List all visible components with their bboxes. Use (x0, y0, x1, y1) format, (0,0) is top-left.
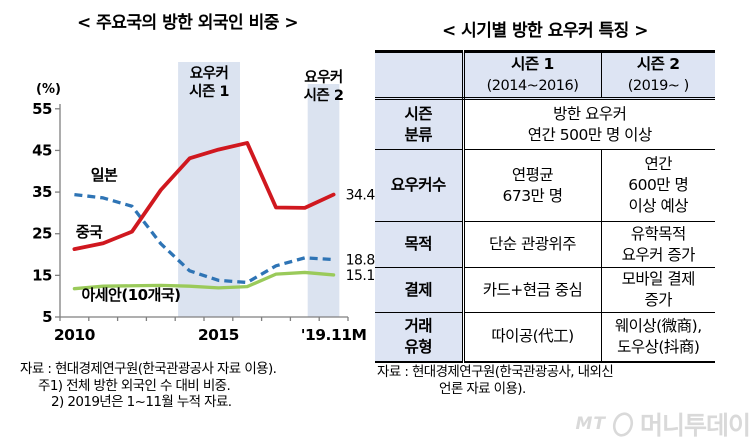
note2-line: 2) 2019년은 1~11월 누적 자료. (51, 394, 232, 410)
table-row: 시즌 분류 방한 요우커 연간 500만 명 이상 (375, 98, 715, 150)
svg-text:중국: 중국 (76, 223, 103, 241)
youker-characteristics-panel: < 시기별 방한 요우커 특징 > 시즌 1 (2014~2016) 시즌 2 (2… (375, 0, 754, 446)
svg-text:시즌 1: 시즌 1 (189, 83, 229, 100)
svg-text:요우커: 요우커 (304, 69, 343, 86)
table-title: < 시기별 방한 요우커 특징 > (442, 21, 648, 41)
mt-monogram: MT (575, 414, 606, 434)
svg-text:시즌 2: 시즌 2 (304, 87, 344, 104)
chart-title: < 주요국의 방한 외국인 비중 > (76, 13, 299, 33)
svg-text:2015: 2015 (198, 326, 239, 344)
moneytoday-wordmark: 머니투데이 (639, 411, 751, 440)
svg-text:34.4: 34.4 (346, 188, 375, 204)
source-note-line: 자료 : 현대경제연구원(한국관광공사, 내외신 (377, 364, 614, 380)
table-row: 요우커수 연평균 673만 명 연간 600만 명 이상 예상 (375, 149, 715, 222)
row-label-youker-count: 요우커수 (375, 149, 465, 222)
season1-header-cell: 시즌 1 (2014~2016) (463, 51, 602, 100)
row-label-season-class: 시즌 분류 (375, 98, 465, 150)
source-note-line: 언론 자료 이용). (439, 381, 526, 397)
youker-table: 시즌 1 (2014~2016) 시즌 2 (2019~ ) 시즌 분류 방한 요우… (375, 50, 715, 363)
svg-text:아세안(10개국): 아세안(10개국) (81, 286, 180, 304)
moneytoday-circle-icon (612, 411, 634, 437)
season2-header-cell: 시즌 2 (2019~ ) (601, 51, 715, 100)
svg-text:요우커: 요우커 (190, 65, 229, 82)
svg-text:15.1: 15.1 (346, 268, 375, 284)
table-corner-cell (375, 51, 465, 100)
source-note-line: 자료 : 현대경제연구원(한국관광공사 자료 이용). (20, 361, 277, 377)
trade-season1-value: 따이공(代工) (463, 312, 602, 362)
svg-text:일본: 일본 (91, 166, 118, 184)
svg-text:35: 35 (32, 183, 52, 201)
note1-line: 주1) 전체 방한 외국인 수 대비 비중. (38, 377, 231, 394)
foreign-visitor-share-panel: < 주요국의 방한 외국인 비중 > (%) 요우커 시즌 1 요우커 시즌 2 5 15… (0, 0, 375, 446)
row-label-trade-type: 거래 유형 (375, 312, 465, 362)
season-class-value: 방한 요우커 연간 500만 명 이상 (463, 98, 715, 150)
trade-season2-value: 웨이상(微商), 도우상(抖商) (614, 316, 702, 356)
count-season1-value: 연평균 673만 명 (463, 149, 602, 222)
row-label-payment: 결제 (375, 267, 465, 313)
svg-text:'19.11M: '19.11M (301, 326, 367, 344)
svg-text:55: 55 (32, 100, 52, 118)
purpose-season2-value: 유학목적 요우커 증가 (601, 221, 715, 268)
table-row: 결제 카드+현금 중심 모바일 결제 증가 (375, 267, 715, 313)
count-season2-value: 연간 600만 명 이상 예상 (601, 149, 715, 222)
season2-years: (2019~ ) (627, 78, 689, 94)
season1-years: (2014~2016) (486, 78, 579, 94)
svg-text:45: 45 (32, 141, 52, 159)
svg-text:2010: 2010 (54, 326, 96, 344)
season2-title: 시즌 2 (636, 55, 680, 73)
season1-title: 시즌 1 (511, 55, 554, 73)
svg-text:18.8: 18.8 (346, 253, 375, 269)
table-row: 거래 유형 따이공(代工) 웨이상(微商), 도우상(抖商) (375, 312, 715, 362)
svg-text:15: 15 (32, 266, 52, 284)
payment-season2-value: 모바일 결제 증가 (601, 267, 715, 313)
row-label-purpose: 목적 (375, 221, 465, 268)
svg-text:25: 25 (32, 225, 52, 243)
table-row: 목적 단순 관광위주 유학목적 요우커 증가 (375, 221, 715, 268)
table-source-note: 자료 : 현대경제연구원(한국관광공사, 내외신 언론 자료 이용). (377, 364, 614, 398)
moneytoday-logo: MT 머니투데이 (575, 406, 751, 442)
payment-season1-value: 카드+현금 중심 (463, 267, 602, 313)
purpose-season1-value: 단순 관광위주 (463, 221, 602, 268)
chart-footnotes: 자료 : 현대경제연구원(한국관광공사 자료 이용). 주1) 전체 방한 외국… (20, 361, 277, 411)
y-axis-unit-label: (%) (36, 82, 61, 97)
svg-text:5: 5 (42, 308, 52, 326)
